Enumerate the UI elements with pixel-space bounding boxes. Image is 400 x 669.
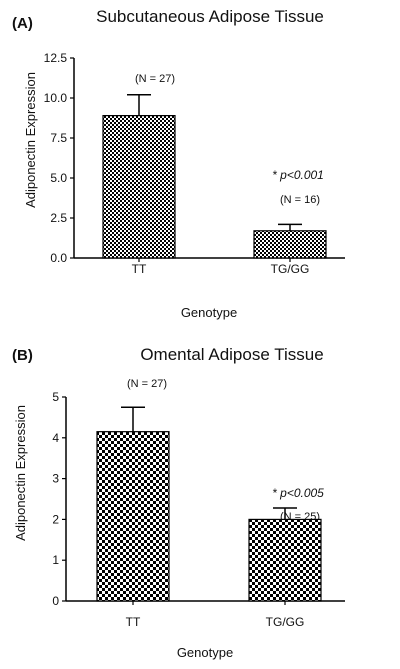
bar-a — [102, 114, 176, 259]
y-tick-label-b: 0 — [52, 594, 59, 608]
y-tick-label-b: 5 — [52, 390, 59, 404]
x-axis-label-b: Genotype — [177, 645, 233, 660]
x-tick-label-b: TG/GG — [266, 615, 305, 629]
n-label-tt-b: (N = 27) — [127, 378, 167, 390]
y-tick-label-a: 5.0 — [50, 171, 67, 185]
bar-b — [96, 431, 170, 602]
y-tick-label-b: 4 — [52, 431, 59, 445]
n-label-tt-a: (N = 27) — [135, 73, 175, 85]
y-axis-label-a: Adiponectin Expression — [23, 72, 38, 208]
y-tick-label-b: 3 — [52, 472, 59, 486]
chart-title-b: Omental Adipose Tissue — [140, 345, 323, 364]
x-tick-label-a: TT — [132, 262, 147, 276]
y-tick-label-b: 2 — [52, 512, 59, 526]
y-tick-label-a: 0.0 — [50, 251, 67, 265]
x-tick-label-a: TG/GG — [271, 262, 310, 276]
chart-panel-a: (A) Subcutaneous Adipose Tissue Adiponec… — [0, 0, 400, 330]
x-axis-label-a: Genotype — [181, 305, 237, 320]
chart-panel-b: (B) Omental Adipose Tissue Adiponectin E… — [0, 330, 400, 669]
bar-b — [248, 518, 322, 602]
chart-b-svg: (B) Omental Adipose Tissue Adiponectin E… — [12, 345, 345, 660]
plot-area-b: 0 1 2 3 4 5 TT TG/GG — [52, 390, 345, 629]
y-axis-label-b: Adiponectin Expression — [13, 405, 28, 541]
y-tick-label-b: 1 — [52, 553, 59, 567]
chart-a-svg: (A) Subcutaneous Adipose Tissue Adiponec… — [12, 7, 345, 320]
significance-label-b: * p<0.005 — [272, 486, 324, 500]
y-tick-label-a: 7.5 — [50, 131, 67, 145]
n-label-tgg-a: (N = 16) — [280, 194, 320, 206]
panel-letter-a: (A) — [12, 15, 33, 32]
significance-label-a: * p<0.001 — [272, 168, 324, 182]
bar-a — [253, 230, 327, 259]
y-tick-label-a: 2.5 — [50, 211, 67, 225]
x-tick-label-b: TT — [126, 615, 141, 629]
plot-area-a: 0.0 2.5 5.0 7.5 10.0 12.5 TT TG/GG — [44, 51, 345, 276]
chart-title-a: Subcutaneous Adipose Tissue — [96, 7, 324, 26]
panel-letter-b: (B) — [12, 347, 33, 364]
y-tick-label-a: 10.0 — [44, 91, 68, 105]
y-tick-label-a: 12.5 — [44, 51, 68, 65]
